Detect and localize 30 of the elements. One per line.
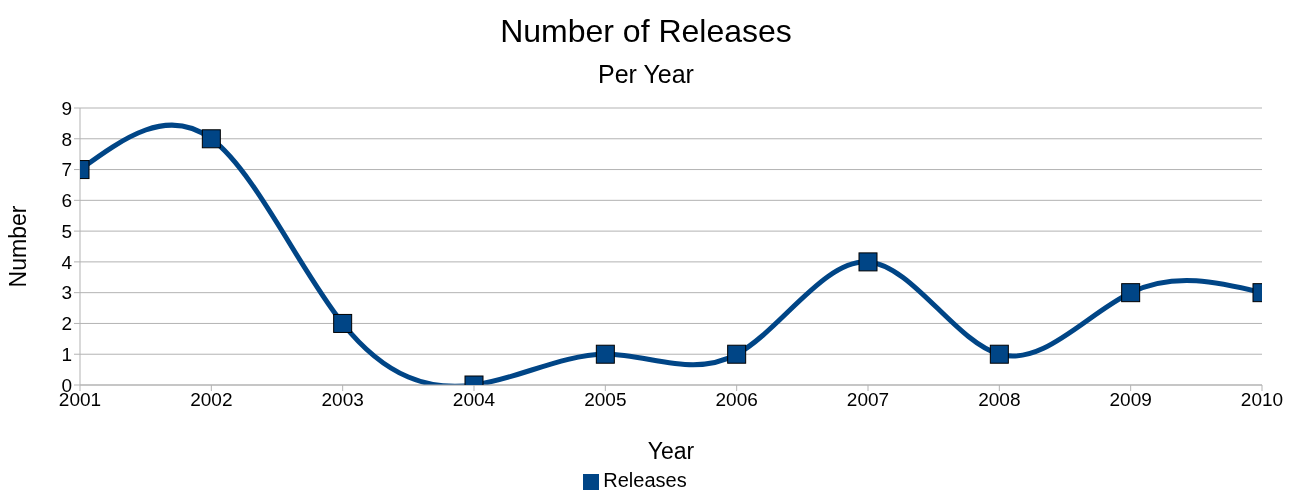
point xyxy=(989,344,1009,364)
point xyxy=(727,344,747,364)
y-tick-label: 9 xyxy=(61,97,72,119)
y-tick-label: 2 xyxy=(61,313,72,335)
y-tick-label: 3 xyxy=(61,282,72,304)
x-tick-label: 2002 xyxy=(190,389,233,411)
y-tick-label: 7 xyxy=(61,159,72,181)
x-tick-label: 2009 xyxy=(1109,389,1152,411)
point xyxy=(595,344,615,364)
chart-title: Number of Releases xyxy=(499,12,793,51)
x-tick-label: 2006 xyxy=(715,389,758,411)
y-tick-label: 6 xyxy=(61,190,72,212)
x-tick-label: 2007 xyxy=(846,389,890,411)
chart-subtitle: Per Year xyxy=(597,59,695,90)
point xyxy=(201,129,221,149)
x-tick-label: 2005 xyxy=(584,389,627,411)
legend-label: Releases xyxy=(603,469,687,491)
y-tick-label: 1 xyxy=(61,343,72,365)
y-tick-label: 4 xyxy=(61,251,73,273)
y-tick-label: 5 xyxy=(61,220,72,242)
point xyxy=(858,252,878,272)
x-tick-label: 2004 xyxy=(452,389,496,411)
point xyxy=(333,313,353,333)
y-axis-title: Number xyxy=(5,205,32,288)
x-tick-label: 2003 xyxy=(321,389,364,411)
point xyxy=(1121,283,1141,303)
x-axis-title: Year xyxy=(647,438,695,464)
x-tick-label: 2008 xyxy=(978,389,1021,411)
x-tick-label: 2010 xyxy=(1240,389,1284,411)
y-tick-label: 8 xyxy=(61,128,72,150)
